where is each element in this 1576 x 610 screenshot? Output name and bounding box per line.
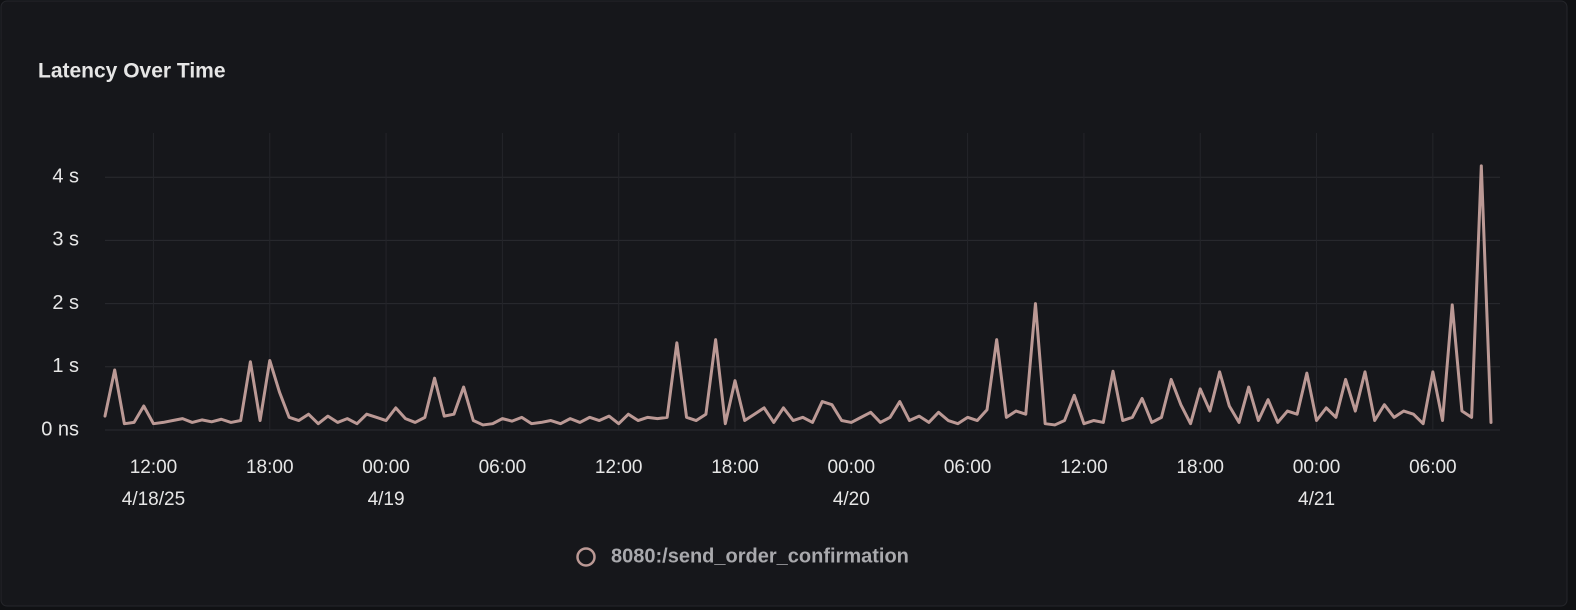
x-tick-label: 12:00: [130, 457, 178, 478]
x-date-label: 4/18/25: [122, 489, 185, 510]
x-tick-label: 06:00: [479, 457, 527, 478]
plot: [103, 164, 1493, 427]
x-tick-label: 18:00: [711, 457, 759, 478]
x-tick-label: 00:00: [362, 457, 410, 478]
x-tick-label: 06:00: [1409, 457, 1457, 478]
x-tick-label: 12:00: [595, 457, 643, 478]
x-tick-label: 18:00: [246, 457, 294, 478]
x-tick-label: 00:00: [828, 457, 876, 478]
y-tick-label: 1 s: [52, 355, 79, 377]
legend-label: 8080:/send_order_confirmation: [611, 545, 909, 567]
x-tick-label: 00:00: [1293, 457, 1341, 478]
x-date-label: 4/19: [368, 489, 405, 510]
x-tick-label: 12:00: [1060, 457, 1108, 478]
series-line: [103, 164, 1493, 427]
y-tick-label: 4 s: [52, 166, 79, 188]
y-tick-label: 0 ns: [41, 418, 79, 440]
y-tick-label: 2 s: [52, 292, 79, 314]
x-date-label: 4/20: [833, 489, 870, 510]
x-tick-label: 18:00: [1176, 457, 1224, 478]
legend-marker: [576, 547, 596, 567]
y-tick-label: 3 s: [52, 229, 79, 251]
x-date-label: 4/21: [1298, 489, 1335, 510]
x-tick-label: 06:00: [944, 457, 992, 478]
chart-title: Latency Over Time: [38, 60, 226, 83]
